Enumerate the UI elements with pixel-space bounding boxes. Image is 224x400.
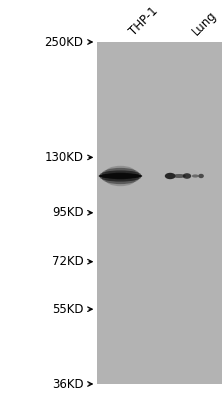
Ellipse shape bbox=[100, 170, 141, 179]
Ellipse shape bbox=[100, 173, 141, 182]
Text: 36KD: 36KD bbox=[52, 378, 84, 390]
Ellipse shape bbox=[102, 173, 139, 184]
Ellipse shape bbox=[105, 173, 136, 186]
Ellipse shape bbox=[105, 166, 136, 179]
Ellipse shape bbox=[102, 168, 139, 179]
Bar bbox=[97, 42, 222, 384]
Text: 72KD: 72KD bbox=[52, 255, 84, 268]
Ellipse shape bbox=[99, 174, 142, 178]
Ellipse shape bbox=[172, 174, 186, 178]
Ellipse shape bbox=[192, 174, 199, 178]
Text: Lung: Lung bbox=[189, 8, 219, 38]
Text: 95KD: 95KD bbox=[52, 206, 84, 219]
Ellipse shape bbox=[99, 174, 142, 178]
Ellipse shape bbox=[165, 173, 176, 179]
Text: THP-1: THP-1 bbox=[127, 4, 161, 38]
Text: 55KD: 55KD bbox=[52, 303, 84, 316]
Text: 250KD: 250KD bbox=[45, 36, 84, 48]
Ellipse shape bbox=[198, 174, 204, 178]
Text: 130KD: 130KD bbox=[45, 151, 84, 164]
Ellipse shape bbox=[183, 173, 191, 179]
